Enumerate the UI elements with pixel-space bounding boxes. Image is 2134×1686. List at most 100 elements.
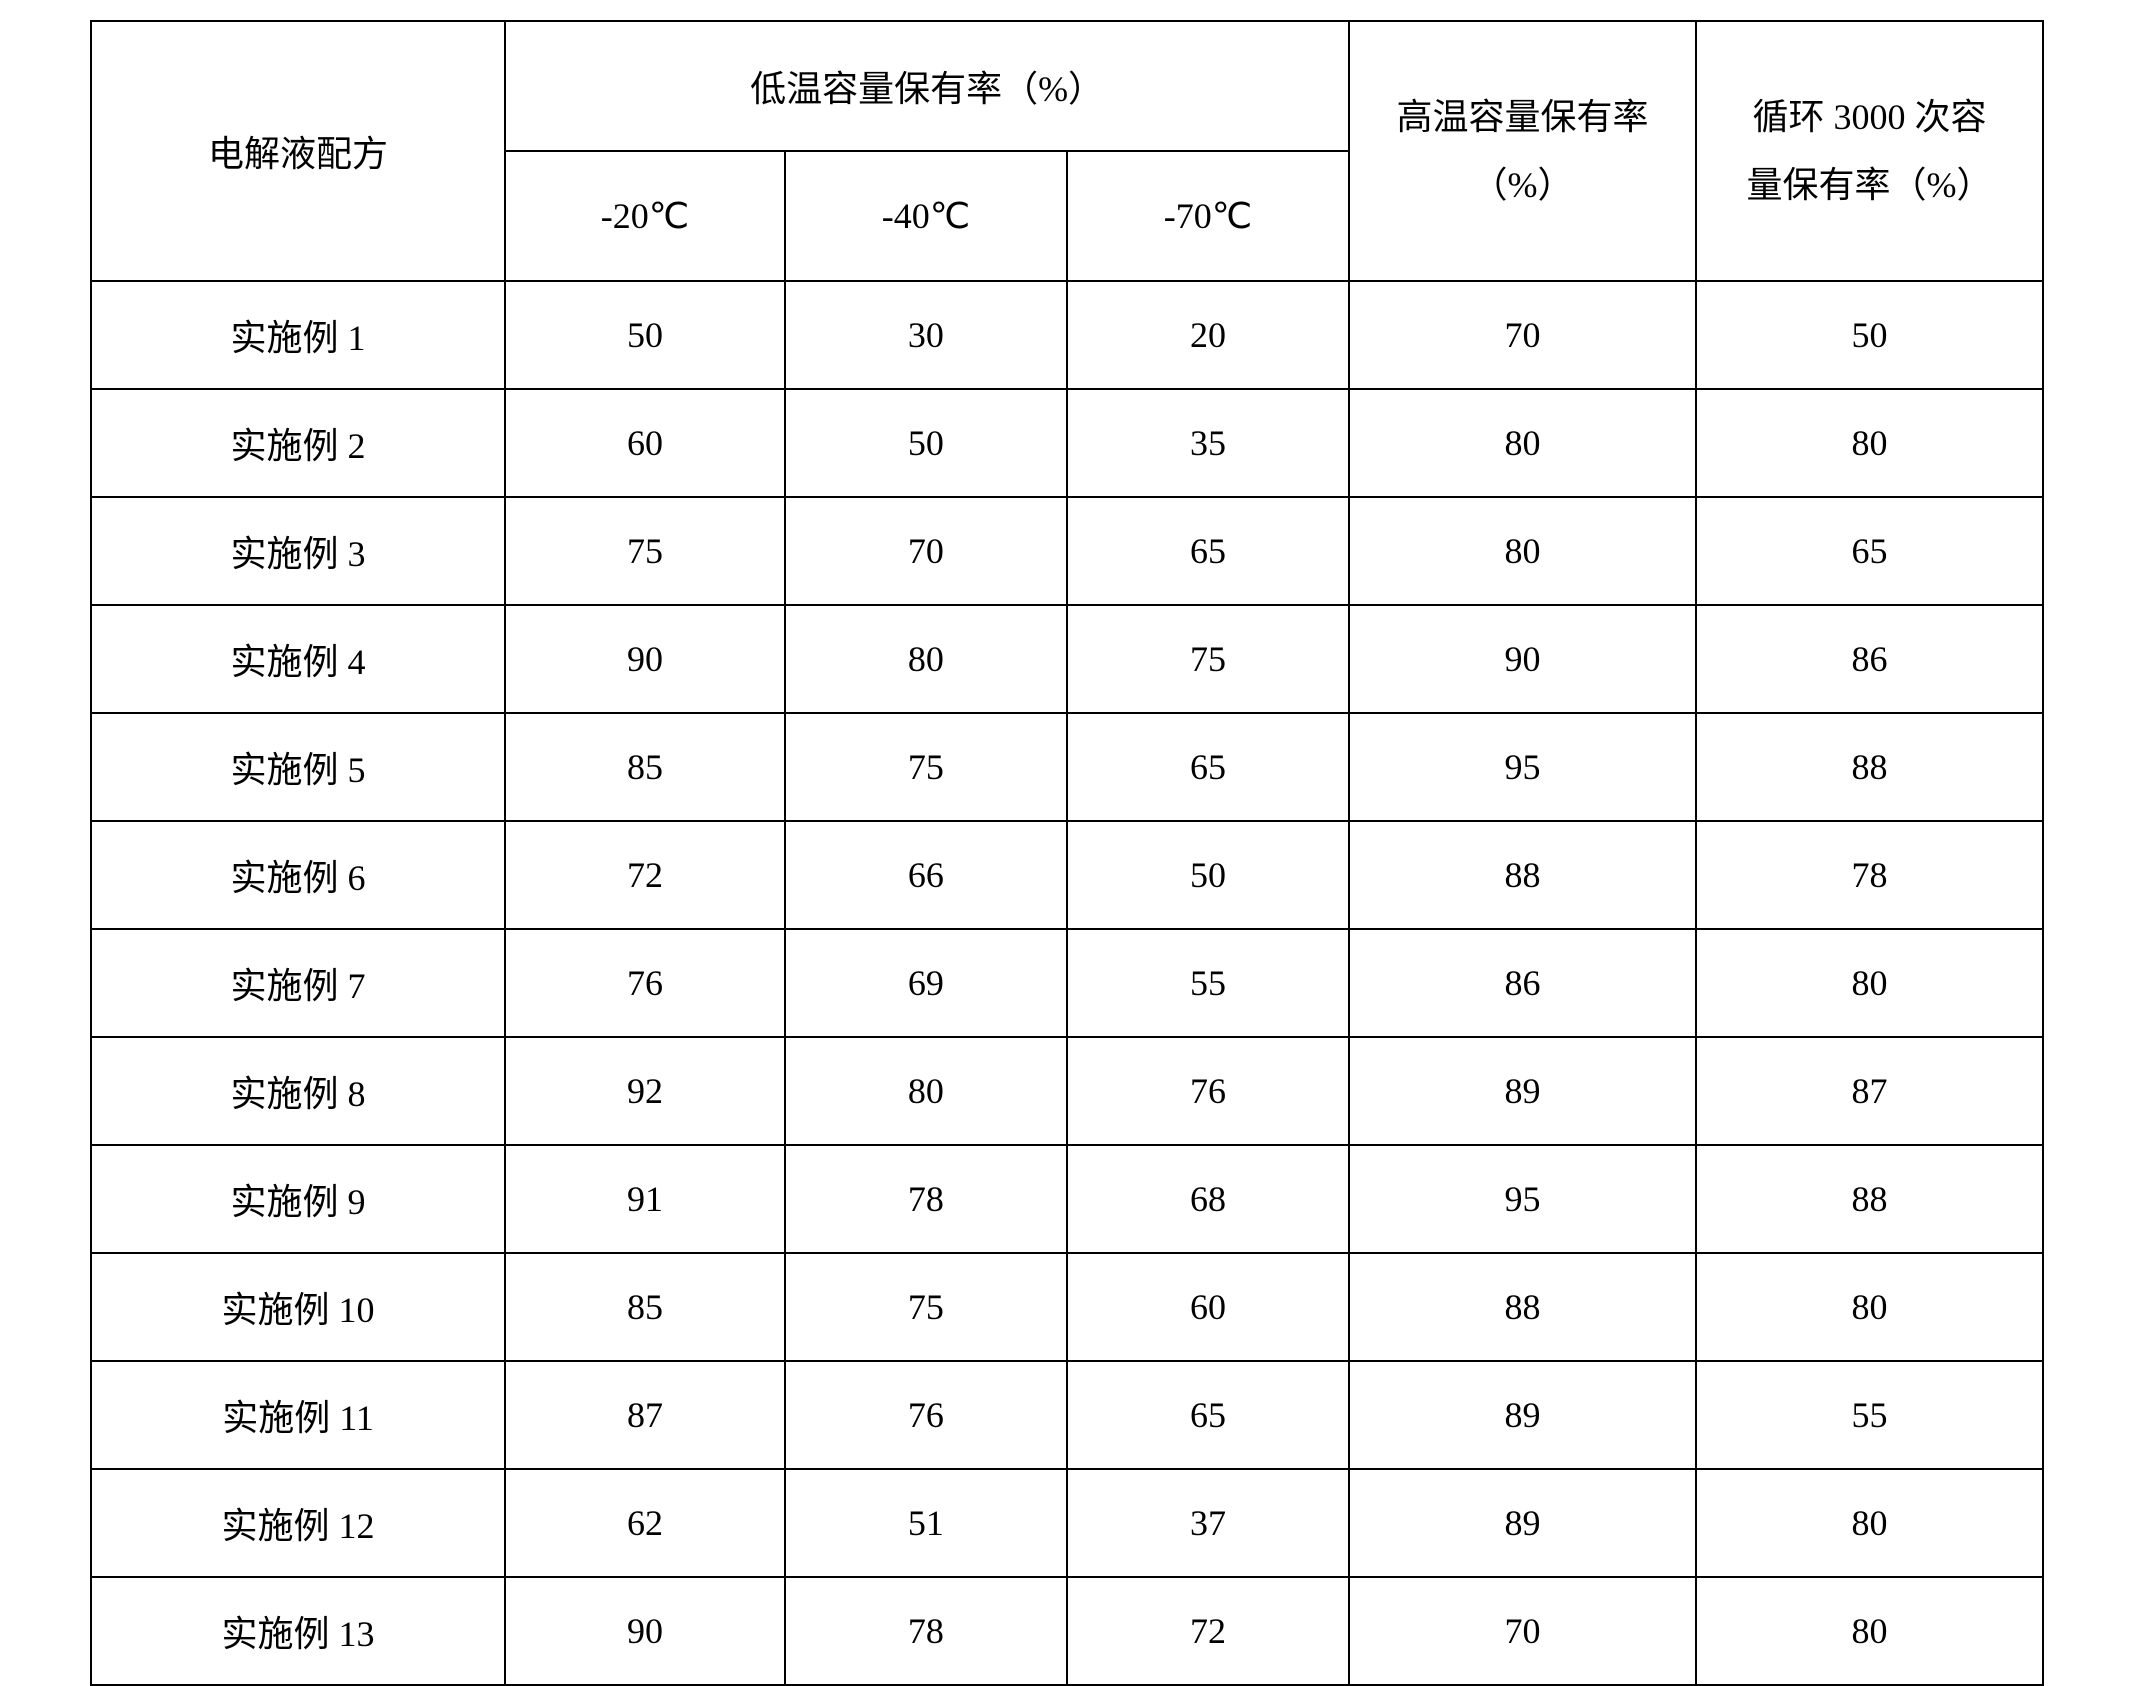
cell-m70: 65	[1067, 497, 1349, 605]
cell-m70: 68	[1067, 1145, 1349, 1253]
cell-cycle: 65	[1696, 497, 2043, 605]
table-row: 实施例 4 90 80 75 90 86	[91, 605, 2043, 713]
cell-m70: 20	[1067, 281, 1349, 389]
cell-high: 80	[1349, 389, 1696, 497]
cell-label: 实施例 11	[91, 1361, 505, 1469]
cell-high: 89	[1349, 1037, 1696, 1145]
cell-label: 实施例 8	[91, 1037, 505, 1145]
cell-label: 实施例 3	[91, 497, 505, 605]
cell-m40: 30	[785, 281, 1067, 389]
cell-m40: 75	[785, 713, 1067, 821]
cell-cycle: 78	[1696, 821, 2043, 929]
table-row: 实施例 12 62 51 37 89 80	[91, 1469, 2043, 1577]
cell-high: 95	[1349, 1145, 1696, 1253]
cell-m70: 35	[1067, 389, 1349, 497]
cell-label: 实施例 9	[91, 1145, 505, 1253]
cell-cycle: 80	[1696, 1577, 2043, 1685]
col-header-high-temp-line1: 高温容量保有率	[1397, 97, 1649, 137]
table-row: 实施例 10 85 75 60 88 80	[91, 1253, 2043, 1361]
table-row: 实施例 1 50 30 20 70 50	[91, 281, 2043, 389]
cell-cycle: 80	[1696, 1469, 2043, 1577]
table-row: 实施例 9 91 78 68 95 88	[91, 1145, 2043, 1253]
cell-m40: 78	[785, 1577, 1067, 1685]
cell-cycle: 87	[1696, 1037, 2043, 1145]
cell-m20: 60	[505, 389, 785, 497]
cell-m20: 62	[505, 1469, 785, 1577]
cell-m70: 65	[1067, 1361, 1349, 1469]
col-header-m20: -20℃	[505, 151, 785, 281]
cell-m40: 80	[785, 1037, 1067, 1145]
table-body: 实施例 1 50 30 20 70 50 实施例 2 60 50 35 80 8…	[91, 281, 2043, 1685]
cell-m40: 78	[785, 1145, 1067, 1253]
cell-m40: 66	[785, 821, 1067, 929]
capacity-retention-table: 电解液配方 低温容量保有率（%） 高温容量保有率 （%） 循环 3000 次容 …	[90, 20, 2044, 1686]
col-header-high-temp-line2: （%）	[1472, 165, 1574, 205]
cell-m70: 37	[1067, 1469, 1349, 1577]
cell-label: 实施例 7	[91, 929, 505, 1037]
cell-m70: 55	[1067, 929, 1349, 1037]
cell-m40: 80	[785, 605, 1067, 713]
cell-label: 实施例 2	[91, 389, 505, 497]
table-row: 实施例 13 90 78 72 70 80	[91, 1577, 2043, 1685]
cell-label: 实施例 10	[91, 1253, 505, 1361]
cell-cycle: 80	[1696, 929, 2043, 1037]
col-header-low-temp-group: 低温容量保有率（%）	[505, 21, 1349, 151]
cell-cycle: 55	[1696, 1361, 2043, 1469]
cell-m40: 76	[785, 1361, 1067, 1469]
cell-m40: 50	[785, 389, 1067, 497]
cell-m20: 76	[505, 929, 785, 1037]
cell-m20: 87	[505, 1361, 785, 1469]
cell-label: 实施例 5	[91, 713, 505, 821]
cell-m20: 72	[505, 821, 785, 929]
table-row: 实施例 8 92 80 76 89 87	[91, 1037, 2043, 1145]
col-header-cycle: 循环 3000 次容 量保有率（%）	[1696, 21, 2043, 281]
table-row: 实施例 6 72 66 50 88 78	[91, 821, 2043, 929]
col-header-m40: -40℃	[785, 151, 1067, 281]
cell-m20: 50	[505, 281, 785, 389]
col-header-m70: -70℃	[1067, 151, 1349, 281]
cell-high: 86	[1349, 929, 1696, 1037]
cell-m40: 75	[785, 1253, 1067, 1361]
cell-label: 实施例 1	[91, 281, 505, 389]
cell-high: 80	[1349, 497, 1696, 605]
cell-high: 90	[1349, 605, 1696, 713]
cell-m20: 75	[505, 497, 785, 605]
cell-m20: 91	[505, 1145, 785, 1253]
col-header-cycle-line2: 量保有率（%）	[1746, 165, 1992, 205]
col-header-cycle-line1: 循环 3000 次容	[1752, 97, 1986, 137]
cell-high: 89	[1349, 1469, 1696, 1577]
table-row: 实施例 5 85 75 65 95 88	[91, 713, 2043, 821]
cell-m70: 50	[1067, 821, 1349, 929]
cell-m40: 70	[785, 497, 1067, 605]
cell-m20: 85	[505, 1253, 785, 1361]
cell-m70: 72	[1067, 1577, 1349, 1685]
cell-cycle: 88	[1696, 713, 2043, 821]
cell-m20: 85	[505, 713, 785, 821]
cell-high: 88	[1349, 1253, 1696, 1361]
col-header-formula: 电解液配方	[91, 21, 505, 281]
cell-cycle: 86	[1696, 605, 2043, 713]
cell-high: 89	[1349, 1361, 1696, 1469]
cell-cycle: 88	[1696, 1145, 2043, 1253]
table-row: 实施例 7 76 69 55 86 80	[91, 929, 2043, 1037]
cell-cycle: 50	[1696, 281, 2043, 389]
cell-label: 实施例 12	[91, 1469, 505, 1577]
cell-m20: 92	[505, 1037, 785, 1145]
table-row: 实施例 11 87 76 65 89 55	[91, 1361, 2043, 1469]
cell-cycle: 80	[1696, 389, 2043, 497]
table-row: 实施例 2 60 50 35 80 80	[91, 389, 2043, 497]
cell-label: 实施例 13	[91, 1577, 505, 1685]
table-row: 实施例 3 75 70 65 80 65	[91, 497, 2043, 605]
cell-m70: 75	[1067, 605, 1349, 713]
cell-high: 70	[1349, 281, 1696, 389]
cell-high: 70	[1349, 1577, 1696, 1685]
cell-cycle: 80	[1696, 1253, 2043, 1361]
cell-m70: 76	[1067, 1037, 1349, 1145]
cell-m70: 60	[1067, 1253, 1349, 1361]
cell-high: 88	[1349, 821, 1696, 929]
cell-m40: 51	[785, 1469, 1067, 1577]
cell-m70: 65	[1067, 713, 1349, 821]
cell-m20: 90	[505, 605, 785, 713]
cell-label: 实施例 6	[91, 821, 505, 929]
cell-m20: 90	[505, 1577, 785, 1685]
